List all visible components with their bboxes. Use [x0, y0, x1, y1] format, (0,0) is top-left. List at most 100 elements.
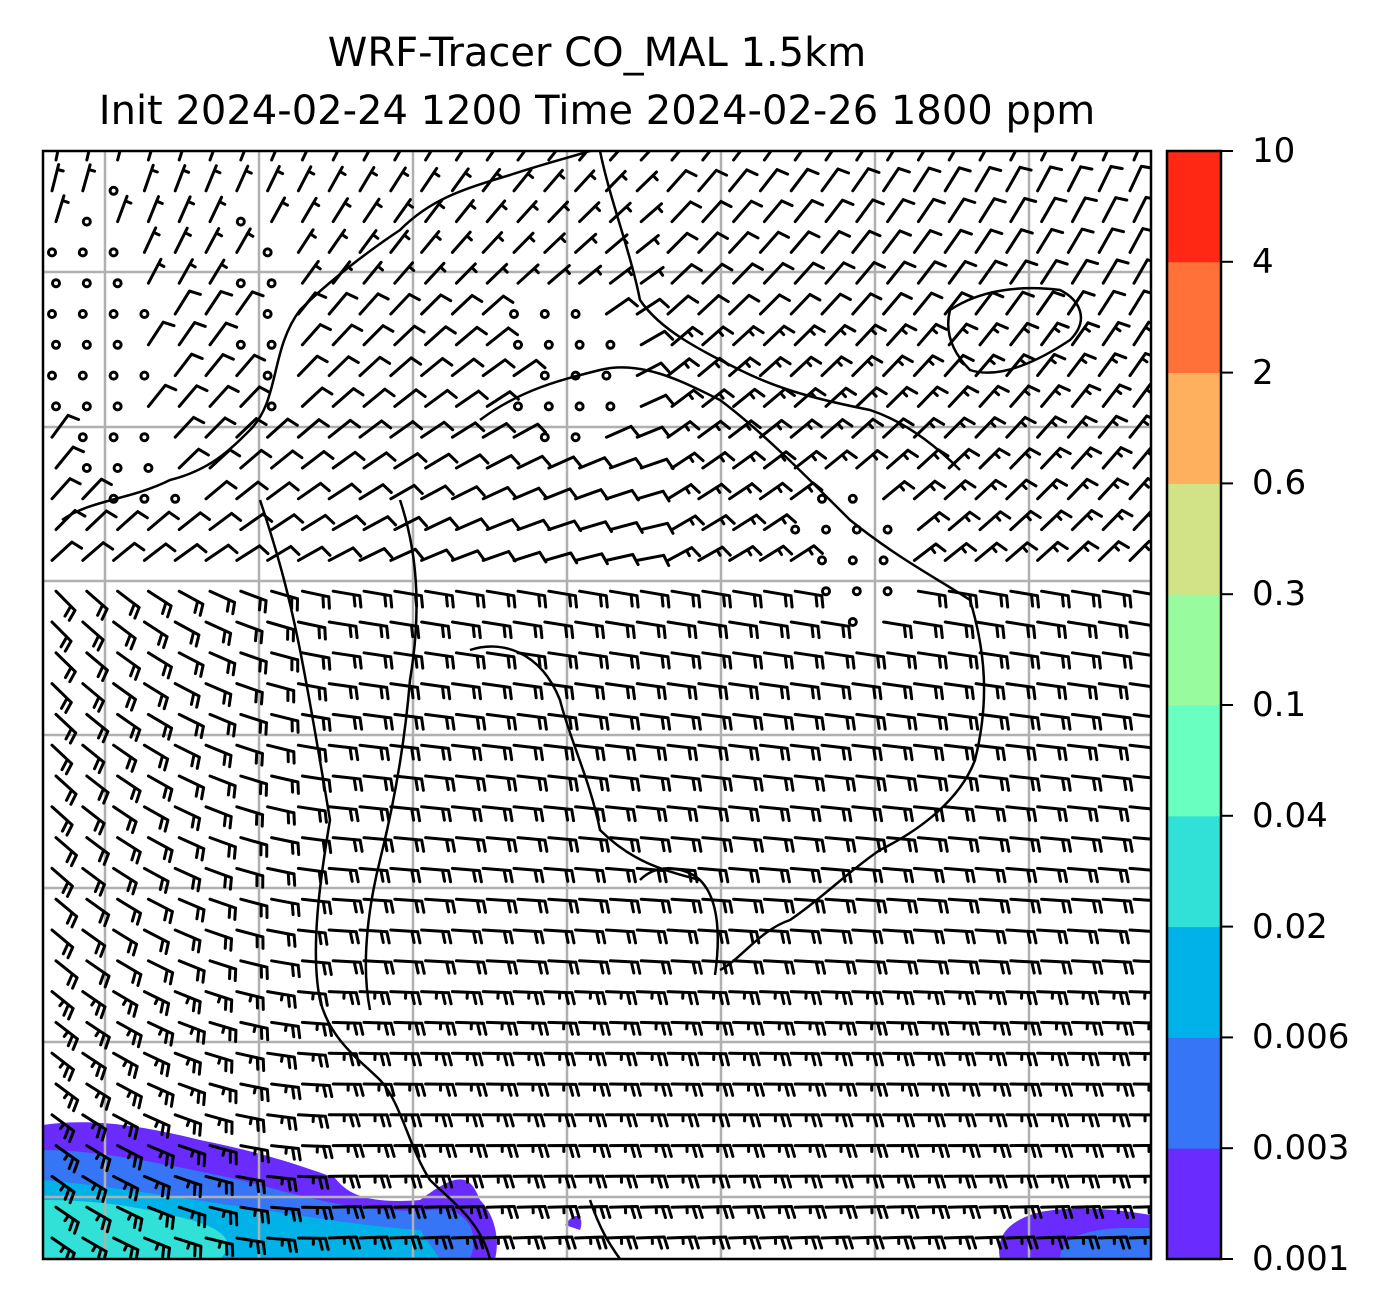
wind-barb — [358, 1113, 392, 1128]
wind-barb — [362, 1020, 396, 1036]
wind-barb — [639, 457, 675, 471]
wind-barb — [393, 388, 427, 408]
wind-barb — [81, 990, 107, 1020]
wind-barb — [547, 1205, 581, 1220]
wind-barb — [670, 1082, 704, 1097]
wind-barb — [639, 266, 665, 285]
wind-barb — [1066, 1235, 1101, 1250]
wind-barb — [635, 489, 671, 503]
wind-barb — [389, 292, 421, 316]
wind-barb — [1066, 540, 1100, 562]
wind-barb — [454, 453, 490, 470]
wind-barb — [424, 589, 455, 609]
wind-barb — [173, 1051, 202, 1076]
calm-circle — [108, 432, 119, 443]
wind-barb — [296, 291, 328, 316]
wind-barb — [666, 682, 698, 701]
wind-barb — [424, 198, 446, 224]
wind-barb — [270, 774, 300, 795]
wind-barb — [85, 712, 110, 744]
wind-barb — [1005, 228, 1034, 254]
wind-barb — [1005, 1051, 1038, 1067]
wind-barb — [943, 542, 978, 562]
wind-barb — [358, 682, 390, 701]
wind-barb — [947, 1082, 981, 1097]
wind-barb — [204, 682, 233, 708]
wind-barb — [697, 1051, 730, 1067]
wind-barb — [85, 1144, 112, 1173]
wind-barb — [697, 168, 729, 193]
wind-barb — [389, 356, 423, 378]
wind-barb — [1097, 1174, 1131, 1189]
wind-barb — [578, 712, 610, 731]
wind-barb — [604, 743, 637, 762]
wind-barb — [1066, 290, 1096, 316]
wind-barb — [947, 1205, 981, 1220]
wind-barb — [608, 1082, 642, 1097]
wind-barb — [485, 326, 519, 347]
wind-barb — [670, 200, 703, 224]
wind-barb — [912, 682, 944, 701]
wind-barb — [789, 1113, 823, 1128]
wind-barb — [578, 959, 611, 975]
wind-barb — [608, 1020, 642, 1036]
wind-barb — [300, 513, 336, 532]
wind-barb — [666, 990, 699, 1006]
colorbar-tick-label: 0.6 — [1252, 463, 1307, 504]
wind-barb — [173, 990, 202, 1015]
wind-barb — [362, 712, 394, 731]
wind-barb — [1101, 446, 1133, 470]
wind-barb — [327, 928, 360, 945]
wind-barb — [855, 1205, 889, 1220]
wind-barb — [824, 712, 856, 731]
wind-barb — [543, 620, 575, 640]
calm-circle — [235, 339, 246, 350]
wind-barb — [270, 151, 278, 162]
wind-barb — [974, 1174, 1008, 1189]
wind-barb — [204, 1113, 234, 1135]
wind-barb — [882, 866, 915, 884]
wind-barb — [146, 836, 174, 864]
wind-barb — [1040, 1082, 1073, 1097]
wind-barb — [574, 1113, 608, 1128]
wind-barb — [235, 928, 265, 950]
calm-circle — [262, 370, 273, 381]
wind-barb — [142, 990, 171, 1017]
wind-barb — [512, 928, 545, 945]
wind-barb — [485, 151, 496, 162]
wind-barb — [266, 682, 296, 704]
wind-barb — [697, 482, 732, 501]
wind-barb — [81, 477, 113, 501]
wind-barb — [389, 1113, 423, 1128]
wind-barb — [882, 1051, 915, 1067]
wind-barb — [574, 1051, 607, 1067]
wind-barb — [762, 262, 795, 285]
wind-barb — [732, 712, 764, 731]
wind-barb — [1070, 1020, 1104, 1036]
wind-barb — [450, 485, 486, 501]
wind-barb — [974, 541, 1008, 562]
wind-barb — [1036, 352, 1067, 378]
wind-barb — [732, 1082, 765, 1097]
wind-barb — [543, 928, 576, 945]
wind-barb — [235, 866, 265, 889]
wind-barb — [331, 260, 353, 285]
wind-barb — [978, 447, 1011, 470]
wind-barb — [485, 1020, 519, 1036]
wind-barb — [327, 682, 359, 701]
wind-barb — [1132, 509, 1151, 532]
wind-barb — [670, 651, 702, 670]
wind-barb — [851, 1235, 885, 1250]
wind-barb — [116, 897, 143, 926]
wind-barb — [485, 390, 520, 408]
wind-barb — [424, 897, 457, 914]
wind-barb — [758, 481, 793, 501]
wind-barb — [516, 589, 548, 609]
calm-circle — [139, 309, 150, 319]
wind-barb — [916, 511, 951, 532]
wind-barb — [1132, 1082, 1151, 1092]
wind-barb — [54, 445, 85, 470]
wind-barb — [1128, 352, 1151, 378]
wind-barb — [635, 682, 667, 701]
wind-barb — [485, 651, 517, 670]
